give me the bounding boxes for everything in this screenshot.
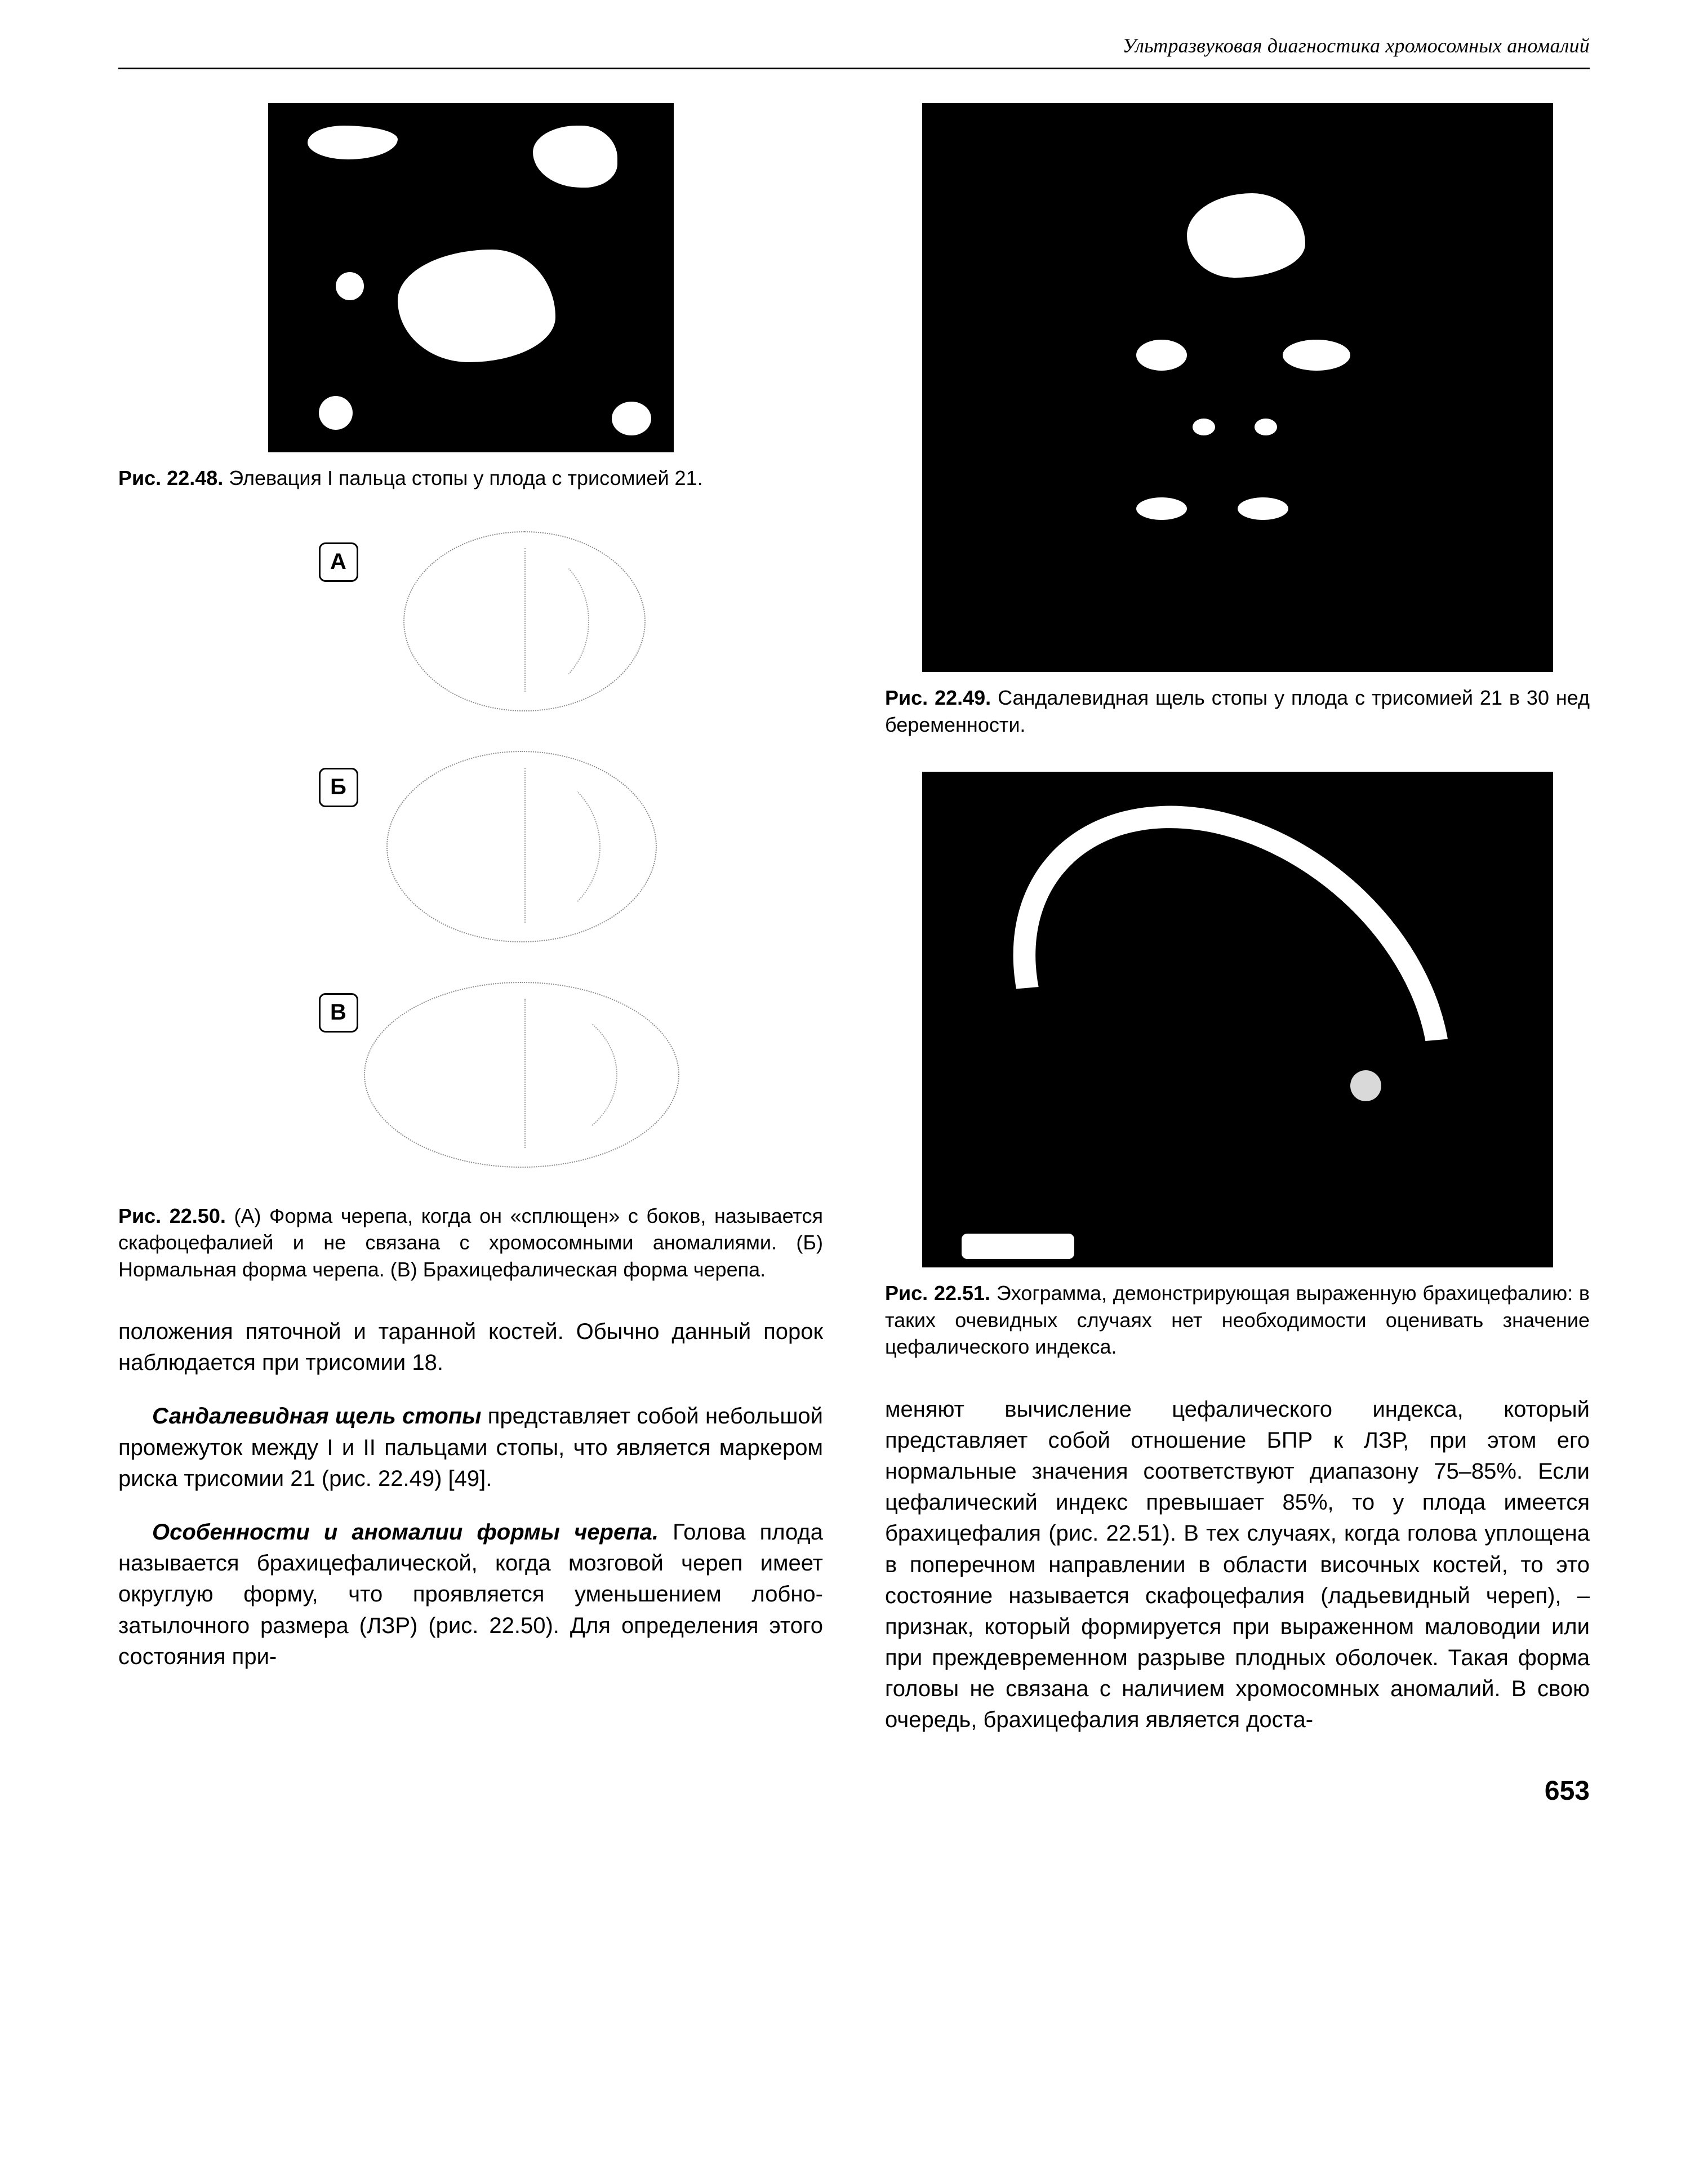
image-blob: [1238, 497, 1288, 520]
diagram-midline-a: [524, 548, 526, 692]
image-blob: [1350, 1070, 1381, 1101]
figure-22-48-image: [268, 103, 674, 452]
figure-22-48-caption: Рис. 22.48. Элевация I пальца стопы у пл…: [118, 465, 823, 492]
right-column: Рис. 22.49. Сандалевидная щель стопы у п…: [885, 103, 1590, 1807]
figure-caption-text: Эхограмма, демонстрирующая выраженную бр…: [885, 1282, 1590, 1358]
figure-label: Рис. 22.48.: [118, 466, 223, 490]
left-column: Рис. 22.48. Элевация I пальца стопы у пл…: [118, 103, 823, 1807]
image-blob: [533, 126, 617, 188]
body-text-right: меняют вычисление цефалического индекса,…: [885, 1394, 1590, 1736]
body-text-left: положения пяточной и таранной костей. Об…: [118, 1316, 823, 1672]
paragraph-lead: Особенности и аномалии формы черепа.: [152, 1520, 659, 1545]
figure-22-49-caption: Рис. 22.49. Сандалевидная щель стопы у п…: [885, 684, 1590, 738]
paragraph: Сандалевидная щель стопы представляет со…: [118, 1401, 823, 1494]
image-blob: [336, 272, 364, 300]
figure-label: Рис. 22.51.: [885, 1282, 990, 1305]
diagram-midline-b: [524, 768, 526, 923]
image-blob: [319, 396, 353, 430]
diagram-label-c: В: [319, 993, 358, 1033]
figure-caption-text: Элевация I пальца стопы у плода с трисом…: [229, 466, 702, 490]
figure-22-51-caption: Рис. 22.51. Эхограмма, демонстрирующая в…: [885, 1280, 1590, 1360]
diagram-midline-c: [524, 999, 526, 1148]
image-blob: [962, 1234, 1074, 1259]
paragraph-lead: Сандалевидная щель стопы: [152, 1404, 481, 1429]
figure-caption-text: Сандалевидная щель стопы у плода с трисо…: [885, 686, 1590, 736]
image-blob: [1187, 193, 1305, 278]
image-blob: [612, 402, 651, 435]
figure-22-49: Рис. 22.49. Сандалевидная щель стопы у п…: [885, 103, 1590, 738]
image-blob: [1136, 340, 1187, 371]
header-rule: [118, 68, 1590, 69]
figure-22-51: Рис. 22.51. Эхограмма, демонстрирующая в…: [885, 772, 1590, 1360]
figure-22-50-caption: Рис. 22.50. (А) Форма черепа, когда он «…: [118, 1203, 823, 1283]
diagram-inner-b: [443, 768, 601, 926]
two-column-layout: Рис. 22.48. Элевация I пальца стопы у пл…: [118, 103, 1590, 1807]
paragraph: Особенности и аномалии формы черепа. Гол…: [118, 1517, 823, 1672]
paragraph: меняют вычисление цефалического индекса,…: [885, 1394, 1590, 1736]
figure-22-51-image: [922, 772, 1553, 1267]
figure-22-49-image: [922, 103, 1553, 672]
image-blob: [1136, 497, 1187, 520]
image-blob: [1283, 340, 1350, 371]
page-number: 653: [885, 1776, 1590, 1807]
figure-label: Рис. 22.50.: [118, 1204, 226, 1227]
image-blob: [1193, 419, 1215, 435]
diagram-label-b: Б: [319, 768, 358, 807]
figure-22-50: А Б В Рис. 22.50. (А) Форма черепа, когд…: [118, 526, 823, 1283]
image-blob: [308, 126, 398, 159]
figure-22-48: Рис. 22.48. Элевация I пальца стопы у пл…: [118, 103, 823, 492]
image-arc: [930, 772, 1533, 1267]
diagram-label-a: А: [319, 542, 358, 582]
paragraph: положения пяточной и таранной костей. Об…: [118, 1316, 823, 1378]
figure-label: Рис. 22.49.: [885, 686, 991, 709]
image-blob: [1255, 419, 1277, 435]
image-blob: [398, 250, 555, 362]
figure-22-50-diagram: А Б В: [217, 526, 724, 1190]
diagram-inner-c: [426, 999, 617, 1151]
running-head: Ультразвуковая диагностика хромосомных а…: [118, 34, 1590, 57]
